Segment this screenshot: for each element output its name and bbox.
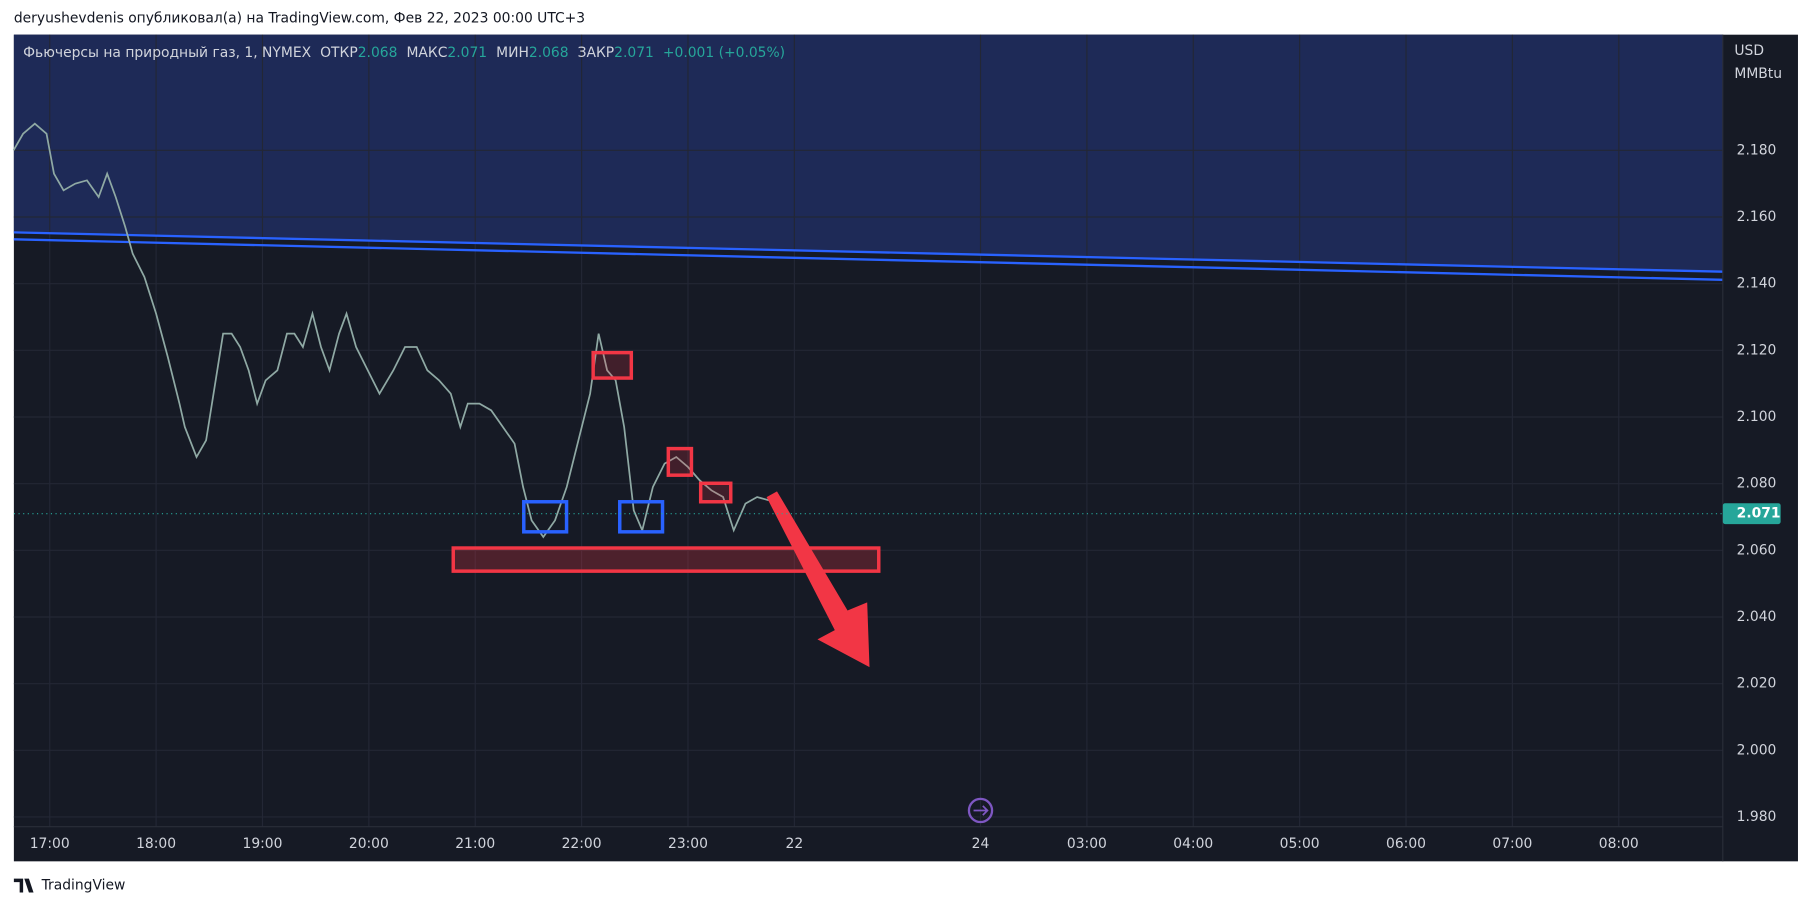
channel-line: [13, 238, 1723, 281]
x-tick-label: 08:00: [1599, 836, 1639, 852]
value: 2.071: [614, 45, 654, 61]
label: МИН: [496, 45, 529, 61]
price-line: [12, 122, 770, 539]
value: 2.068: [529, 45, 569, 61]
x-tick-label: 21:00: [455, 836, 495, 852]
footer-brand: TradingView: [41, 878, 126, 894]
unit-label: USD: [1734, 43, 1764, 59]
y-tick-label: 1.980: [1737, 809, 1777, 825]
x-tick-label: 22:00: [562, 836, 602, 852]
goto-icon: [973, 805, 989, 816]
symbol: Фьючерсы на природный газ, 1, NYMEX: [23, 45, 311, 61]
red-box: [698, 481, 733, 504]
unit-label: MMBtu: [1734, 66, 1782, 82]
x-tick-label: 20:00: [349, 836, 389, 852]
x-tick-label: 22: [786, 836, 804, 852]
y-tick-label: 2.000: [1737, 742, 1777, 758]
y-tick-label: 2.080: [1737, 476, 1777, 492]
x-tick-label: 05:00: [1280, 836, 1320, 852]
blue-box: [618, 500, 665, 534]
support-zone: [451, 546, 881, 573]
y-tick-label: 2.140: [1737, 276, 1777, 292]
change: +0.001 (+0.05%): [663, 45, 785, 61]
red-box: [591, 350, 634, 380]
x-tick-label: 06:00: [1386, 836, 1426, 852]
y-tick-label: 2.020: [1737, 676, 1777, 692]
x-tick-label: 24: [972, 836, 990, 852]
x-tick-label: 17:00: [30, 836, 70, 852]
x-tick-label: 04:00: [1173, 836, 1213, 852]
y-tick-label: 2.180: [1737, 142, 1777, 158]
channel-line: [13, 231, 1723, 273]
y-tick-label: 2.100: [1737, 409, 1777, 425]
y-tick-label: 2.060: [1737, 542, 1777, 558]
last-price-label: 2.071: [1737, 506, 1781, 522]
shaded-zone: [13, 34, 1723, 272]
label: ЗАКР: [578, 45, 615, 61]
blue-box: [522, 500, 569, 534]
y-tick-label: 2.160: [1737, 209, 1777, 225]
x-tick-label: 19:00: [242, 836, 282, 852]
x-tick-label: 18:00: [136, 836, 176, 852]
goto-realtime[interactable]: [967, 797, 994, 824]
red-box: [666, 446, 694, 477]
down-arrow: [766, 491, 870, 668]
value: 2.068: [358, 45, 398, 61]
label: ОТКР: [320, 45, 358, 61]
x-tick-label: 07:00: [1492, 836, 1532, 852]
logo: [13, 878, 34, 893]
series: [12, 122, 770, 539]
value: 2.071: [447, 45, 487, 61]
author-line: deryushevdenis опубликовал(а) на Trading…: [14, 10, 585, 26]
y-tick-label: 2.120: [1737, 342, 1777, 358]
grid: [13, 34, 1723, 827]
label: МАКС: [406, 45, 447, 61]
x-tick-label: 23:00: [668, 836, 708, 852]
last-price-box: [1722, 503, 1781, 525]
x-tick-label: 03:00: [1067, 836, 1107, 852]
legend-line: Фьючерсы на природный газ, 1, NYMEX ОТКР…: [23, 45, 785, 61]
y-tick-label: 2.040: [1737, 609, 1777, 625]
